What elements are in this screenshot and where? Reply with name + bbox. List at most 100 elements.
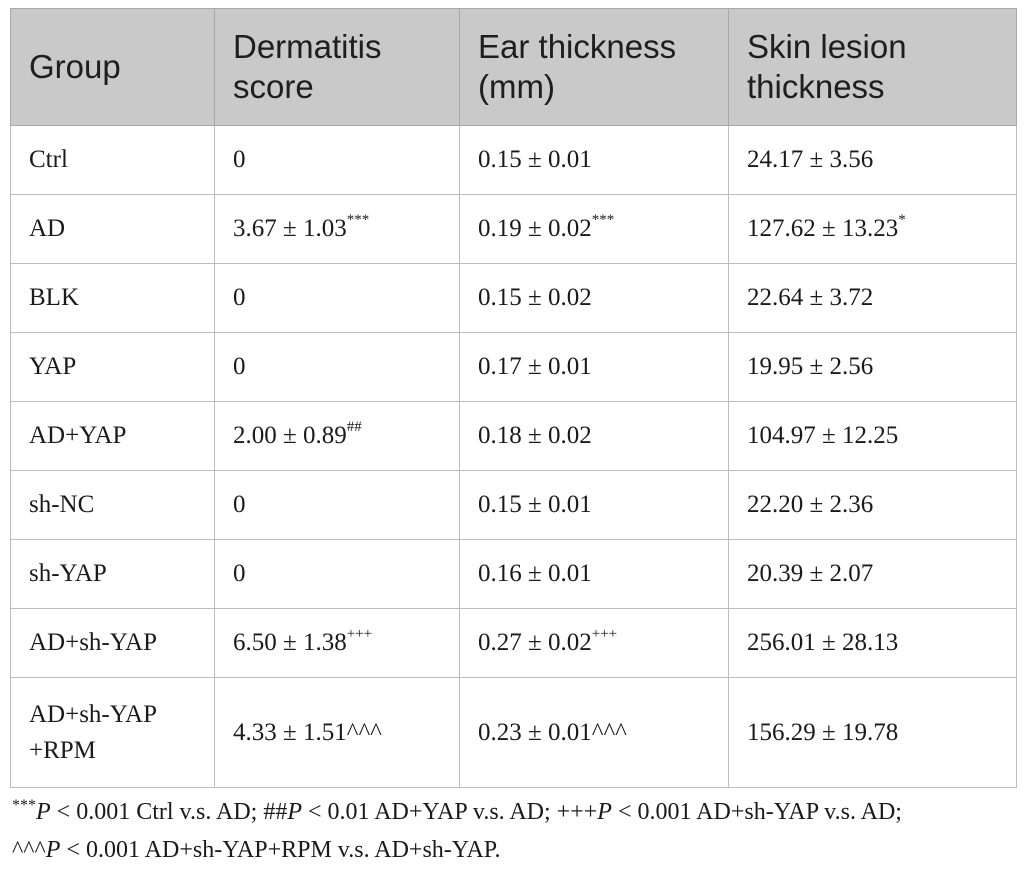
cell-group: Ctrl xyxy=(10,125,215,195)
cell-group-value: sh-YAP xyxy=(29,560,107,587)
footnote-text-4: < 0.001 AD+sh-YAP+RPM v.s. AD+sh-YAP. xyxy=(60,837,501,863)
cell-ear-thickness: 0.15 ± 0.02 xyxy=(459,263,729,333)
cell-group-value: Ctrl xyxy=(29,146,68,173)
cell-dermatitis-score: 0 xyxy=(214,125,460,195)
cell-group-value: AD+YAP xyxy=(29,422,127,449)
cell-group: AD+sh-YAP +RPM xyxy=(10,677,215,788)
table-row: sh-NC 0 0.15 ± 0.01 22.20 ± 2.36 xyxy=(10,470,1017,540)
cell-group: YAP xyxy=(10,332,215,402)
table-row: YAP 0 0.17 ± 0.01 19.95 ± 2.56 xyxy=(10,332,1017,402)
cell-skin-lesion-thickness-value: 256.01 ± 28.13 xyxy=(747,629,899,656)
header-skin-lesion-thickness: Skin lesion thickness xyxy=(728,8,1017,126)
table-row: sh-YAP 0 0.16 ± 0.01 20.39 ± 2.07 xyxy=(10,539,1017,609)
cell-group: AD xyxy=(10,194,215,264)
cell-dermatitis-score-value: 2.00 ± 0.89 xyxy=(233,422,347,449)
table-header: Group Dermatitis score Ear thickness (mm… xyxy=(10,8,1017,126)
cell-group: sh-YAP xyxy=(10,539,215,609)
cell-ear-thickness-value: 0.23 ± 0.01^^^ xyxy=(478,718,627,746)
cell-skin-lesion-thickness: 19.95 ± 2.56 xyxy=(728,332,1017,402)
cell-skin-lesion-thickness: 104.97 ± 12.25 xyxy=(728,401,1017,471)
table-footnote: ***P < 0.001 Ctrl v.s. AD; ##P < 0.01 AD… xyxy=(12,793,1018,869)
table-row: AD+sh-YAP 6.50 ± 1.38+++ 0.27 ± 0.02+++ 256… xyxy=(10,608,1017,678)
cell-skin-lesion-thickness: 156.29 ± 19.78 xyxy=(728,677,1017,788)
cell-skin-lesion-thickness-value: 156.29 ± 19.78 xyxy=(747,718,899,746)
cell-group-value: AD xyxy=(29,215,66,242)
cell-dermatitis-score-value: 0 xyxy=(233,491,246,518)
cell-ear-thickness-value: 0.19 ± 0.02 xyxy=(478,215,592,242)
table-row: Ctrl 0 0.15 ± 0.01 24.17 ± 3.56 xyxy=(10,125,1017,195)
cell-group: BLK xyxy=(10,263,215,333)
cell-dermatitis-score: 0 xyxy=(214,470,460,540)
table-row: BLK 0 0.15 ± 0.02 22.64 ± 3.72 xyxy=(10,263,1017,333)
cell-group: AD+YAP xyxy=(10,401,215,471)
cell-group: AD+sh-YAP xyxy=(10,608,215,678)
cell-skin-lesion-thickness: 256.01 ± 28.13 xyxy=(728,608,1017,678)
cell-ear-thickness-value: 0.16 ± 0.01 xyxy=(478,560,592,587)
cell-skin-lesion-thickness: 22.20 ± 2.36 xyxy=(728,470,1017,540)
cell-ear-thickness-value: 0.15 ± 0.01 xyxy=(478,146,592,173)
cell-ear-thickness: 0.17 ± 0.01 xyxy=(459,332,729,402)
cell-ear-thickness: 0.16 ± 0.01 xyxy=(459,539,729,609)
cell-group: sh-NC xyxy=(10,470,215,540)
table-body: Ctrl 0 0.15 ± 0.01 24.17 ± 3.56 AD 3.67 ± 1.0… xyxy=(10,125,1017,788)
footnote-mark-4: ^^^ xyxy=(12,837,46,863)
cell-skin-lesion-thickness: 20.39 ± 2.07 xyxy=(728,539,1017,609)
header-ear-thickness: Ear thickness (mm) xyxy=(459,8,729,126)
cell-ear-thickness: 0.15 ± 0.01 xyxy=(459,470,729,540)
cell-dermatitis-score: 0 xyxy=(214,539,460,609)
cell-ear-thickness: 0.23 ± 0.01^^^ xyxy=(459,677,729,788)
cell-dermatitis-score-significance-mark: ## xyxy=(346,418,362,435)
footnote-text-1: < 0.001 Ctrl v.s. AD; ## xyxy=(50,799,288,825)
cell-skin-lesion-thickness-value: 104.97 ± 12.25 xyxy=(747,422,899,449)
cell-dermatitis-score-value: 4.33 ± 1.51^^^ xyxy=(233,718,382,746)
header-dermatitis-score: Dermatitis score xyxy=(214,8,460,126)
results-table-container: Group Dermatitis score Ear thickness (mm… xyxy=(10,8,1017,788)
header-group: Group xyxy=(10,8,215,126)
cell-group-value: AD+sh-YAP xyxy=(29,629,158,656)
cell-skin-lesion-thickness-value: 22.20 ± 2.36 xyxy=(747,491,874,518)
footnote-p-3: P xyxy=(597,799,612,825)
cell-dermatitis-score: 6.50 ± 1.38+++ xyxy=(214,608,460,678)
cell-ear-thickness: 0.15 ± 0.01 xyxy=(459,125,729,195)
cell-dermatitis-score-significance-mark: +++ xyxy=(346,625,373,642)
cell-dermatitis-score: 3.67 ± 1.03*** xyxy=(214,194,460,264)
cell-dermatitis-score-value: 0 xyxy=(233,353,246,380)
cell-group-value: sh-NC xyxy=(29,491,95,518)
table-row: AD+YAP 2.00 ± 0.89## 0.18 ± 0.02 104.97 ± 1… xyxy=(10,401,1017,471)
table-row: AD+sh-YAP +RPM 4.33 ± 1.51^^^ 0.23 ± 0.01^^… xyxy=(10,677,1017,788)
cell-group-value: BLK xyxy=(29,284,79,311)
results-table: Group Dermatitis score Ear thickness (mm… xyxy=(10,8,1017,788)
footnote-text-2: < 0.01 AD+YAP v.s. AD; +++ xyxy=(302,799,598,825)
cell-skin-lesion-thickness-value: 20.39 ± 2.07 xyxy=(747,560,874,587)
footnote-p-1: P xyxy=(36,799,51,825)
table-row: AD 3.67 ± 1.03*** 0.19 ± 0.02*** 127.62 ± 1… xyxy=(10,194,1017,264)
cell-ear-thickness-value: 0.17 ± 0.01 xyxy=(478,353,592,380)
cell-ear-thickness-value: 0.15 ± 0.02 xyxy=(478,284,592,311)
cell-ear-thickness: 0.19 ± 0.02*** xyxy=(459,194,729,264)
cell-dermatitis-score-value: 0 xyxy=(233,284,246,311)
cell-dermatitis-score-value: 0 xyxy=(233,146,246,173)
cell-dermatitis-score: 2.00 ± 0.89## xyxy=(214,401,460,471)
cell-skin-lesion-thickness: 22.64 ± 3.72 xyxy=(728,263,1017,333)
cell-skin-lesion-thickness-value: 24.17 ± 3.56 xyxy=(747,146,874,173)
footnote-p-4: P xyxy=(45,837,61,863)
cell-ear-thickness: 0.18 ± 0.02 xyxy=(459,401,729,471)
cell-dermatitis-score-value: 0 xyxy=(233,560,246,587)
footnote-p-2: P xyxy=(287,799,303,825)
footnote-text-3: < 0.001 AD+sh-YAP v.s. AD; xyxy=(611,799,902,825)
cell-ear-thickness-significance-mark: *** xyxy=(591,211,615,228)
cell-dermatitis-score: 0 xyxy=(214,332,460,402)
cell-dermatitis-score: 0 xyxy=(214,263,460,333)
cell-group-value: YAP xyxy=(29,353,77,380)
cell-skin-lesion-thickness: 24.17 ± 3.56 xyxy=(728,125,1017,195)
cell-ear-thickness-significance-mark: +++ xyxy=(591,625,618,642)
cell-skin-lesion-thickness-value: 127.62 ± 13.23 xyxy=(747,215,899,242)
cell-ear-thickness-value: 0.18 ± 0.02 xyxy=(478,422,592,449)
cell-dermatitis-score: 4.33 ± 1.51^^^ xyxy=(214,677,460,788)
cell-dermatitis-score-value: 6.50 ± 1.38 xyxy=(233,629,347,656)
cell-dermatitis-score-significance-mark: *** xyxy=(346,211,370,228)
header-row: Group Dermatitis score Ear thickness (mm… xyxy=(10,8,1017,126)
cell-dermatitis-score-value: 3.67 ± 1.03 xyxy=(233,215,347,242)
cell-skin-lesion-thickness: 127.62 ± 13.23* xyxy=(728,194,1017,264)
cell-ear-thickness-value: 0.27 ± 0.02 xyxy=(478,629,592,656)
